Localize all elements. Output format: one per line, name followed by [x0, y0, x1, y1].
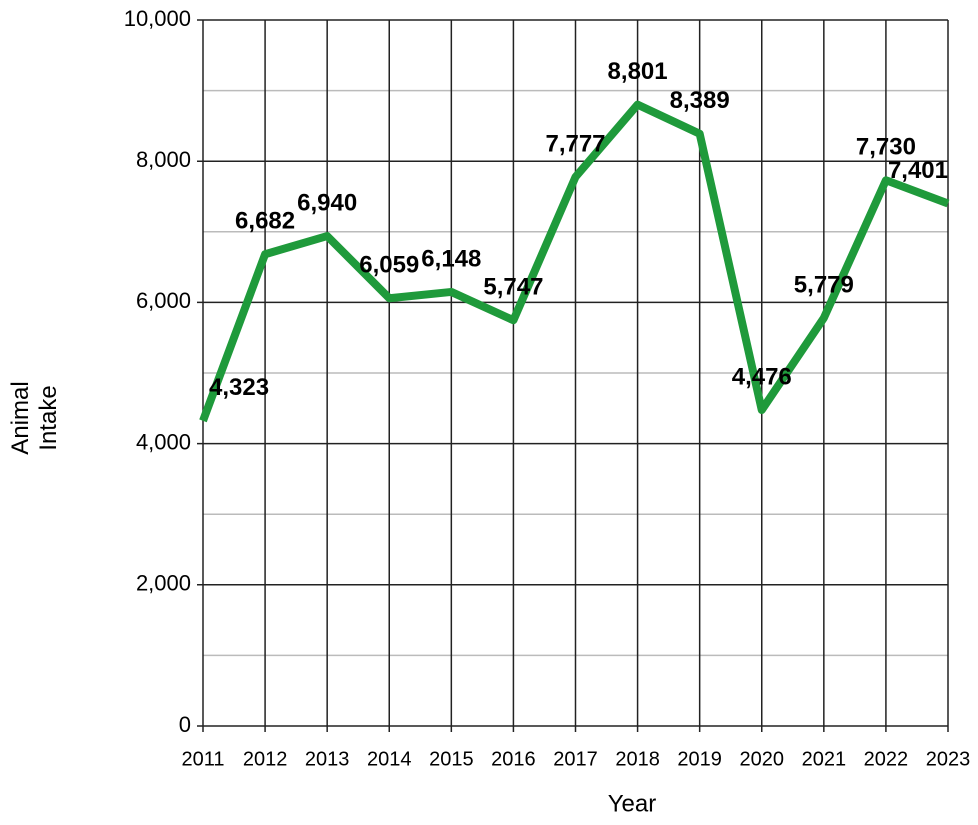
y-tick-label: 8,000 — [136, 147, 191, 172]
data-label: 6,940 — [297, 189, 357, 216]
y-tick-label: 10,000 — [124, 6, 191, 31]
data-label: 8,389 — [670, 87, 730, 114]
x-tick-label: 2011 — [181, 748, 224, 770]
data-label: 7,777 — [545, 130, 605, 157]
data-label: 5,747 — [483, 274, 543, 301]
data-label: 5,779 — [794, 271, 854, 298]
x-tick-label: 2021 — [802, 748, 847, 770]
data-label: 8,801 — [608, 58, 668, 85]
y-tick-label: 4,000 — [136, 429, 191, 454]
x-tick-label: 2023 — [926, 748, 971, 770]
y-axis-title: Animal Intake — [7, 381, 62, 455]
x-tick-label: 2014 — [367, 748, 412, 770]
data-label: 4,476 — [732, 363, 792, 390]
data-label: 7,730 — [856, 134, 916, 161]
y-tick-label: 0 — [179, 712, 191, 737]
data-label: 6,682 — [235, 208, 295, 235]
x-tick-label: 2012 — [243, 748, 288, 770]
x-tick-label: 2017 — [553, 748, 598, 770]
x-tick-label: 2019 — [677, 748, 722, 770]
data-label: 7,401 — [888, 157, 948, 184]
data-line — [199, 100, 950, 423]
x-axis-title: Year — [608, 790, 657, 817]
y-tick-label: 2,000 — [136, 571, 191, 596]
y-tick-label: 6,000 — [136, 288, 191, 313]
x-tick-label: 2015 — [429, 748, 474, 770]
x-tick-label: 2018 — [615, 748, 660, 770]
x-tick-label: 2020 — [740, 748, 785, 770]
x-tick-label: 2016 — [491, 748, 536, 770]
data-label: 6,148 — [421, 245, 481, 272]
data-label: 4,323 — [209, 374, 269, 401]
x-tick-label: 2013 — [305, 748, 350, 770]
x-tick-label: 2022 — [864, 748, 909, 770]
data-label: 6,059 — [359, 252, 419, 279]
